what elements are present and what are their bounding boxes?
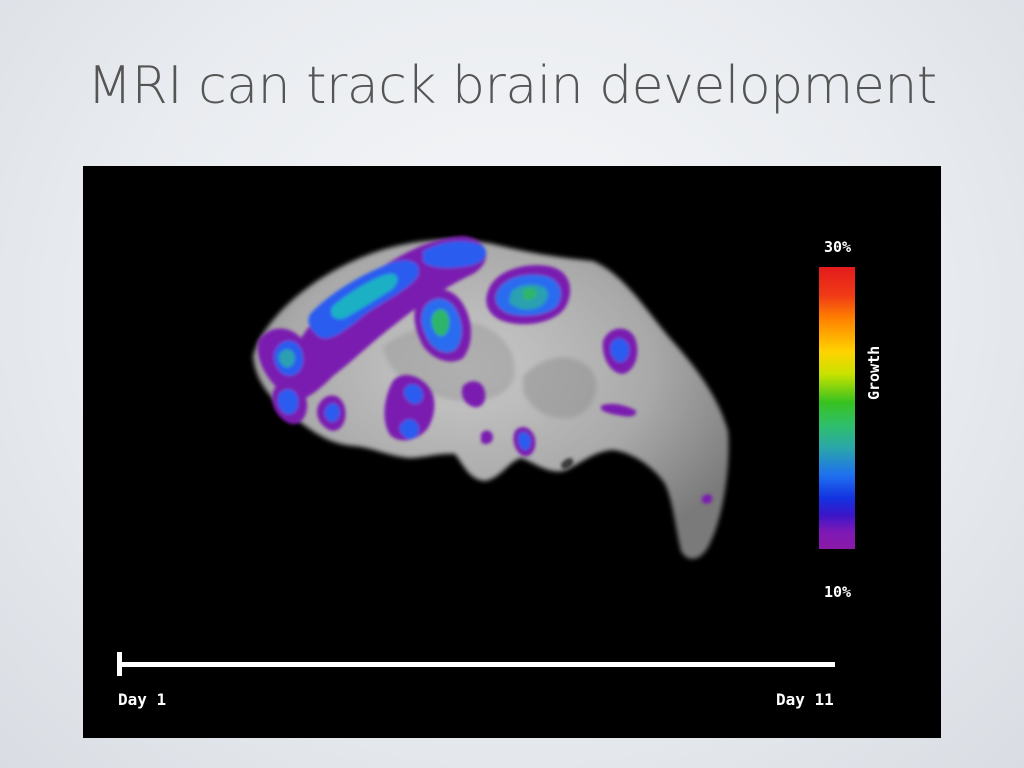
brain-mri-image <box>253 236 729 559</box>
timeline-start-tick <box>117 652 122 676</box>
slide-title: MRI can track brain development <box>87 56 937 116</box>
colorbar-min-label: 10% <box>824 583 852 601</box>
colorbar <box>819 267 855 549</box>
timeline-start-label: Day 1 <box>118 690 167 709</box>
timeline-end-label: Day 11 <box>776 690 834 709</box>
colorbar-caption: Growth <box>865 345 883 400</box>
mri-figure: 30% Growth 10% Day 1 Day 11 <box>83 166 941 738</box>
colorbar-max-label: 30% <box>824 238 852 256</box>
growth-overlay <box>257 236 713 504</box>
timeline-bar <box>121 662 835 667</box>
